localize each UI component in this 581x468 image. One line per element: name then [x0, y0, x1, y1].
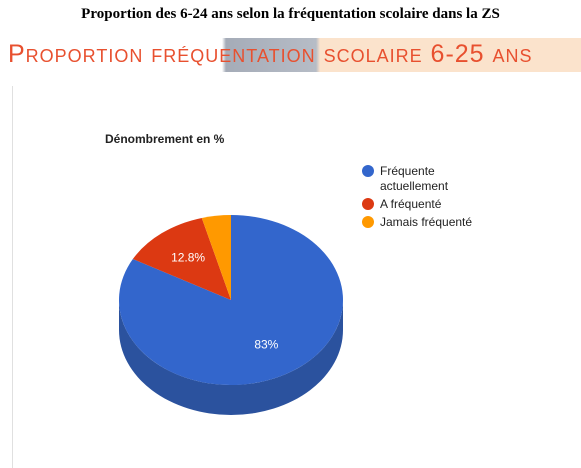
- slice-side: [119, 300, 343, 415]
- data-label: 83%: [254, 338, 278, 352]
- chart-title: Dénombrement en %: [105, 132, 225, 146]
- data-label: 12.8%: [171, 251, 205, 265]
- slice: [201, 215, 231, 300]
- legend-label: A fréquenté: [380, 197, 442, 211]
- legend-label: Fréquente actuellement: [380, 164, 449, 193]
- legend-swatch: [362, 216, 374, 228]
- legend-swatch: [362, 165, 374, 177]
- legend-swatch: [362, 198, 374, 210]
- legend-label: Jamais fréquenté: [380, 215, 473, 229]
- banner: Proportion fréquentation scolaire 6-25 a…: [0, 38, 581, 72]
- legend: Fréquente actuellement A fréquenté Jamais …: [362, 164, 490, 233]
- banner-text: Proportion fréquentation scolaire 6-25 a…: [8, 40, 533, 68]
- slice: [132, 217, 231, 300]
- legend-item: Fréquente actuellement: [362, 164, 490, 194]
- rule: [12, 86, 13, 468]
- page-title: Proportion des 6-24 ans selon la fréquen…: [81, 6, 500, 22]
- legend-item: A fréquenté: [362, 197, 490, 212]
- legend-item: Jamais fréquenté: [362, 215, 490, 230]
